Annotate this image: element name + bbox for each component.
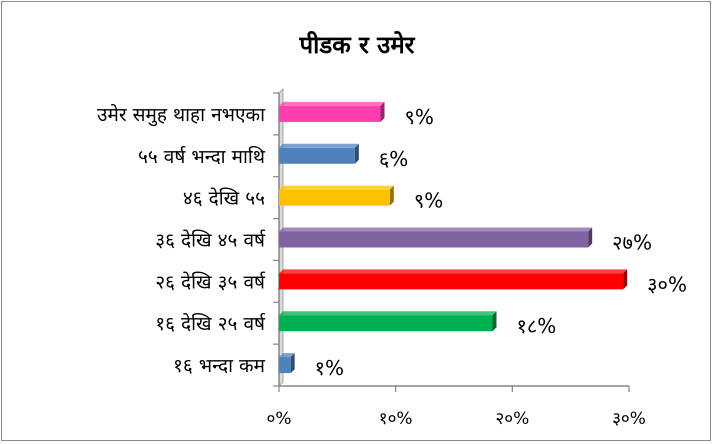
data-label: ९% [414,189,443,213]
chart-bars [279,101,628,374]
bar-top-face [279,185,394,190]
bar [279,105,381,122]
bar-side-face [290,353,295,374]
chart-labels: ०% १०% २०% ३०% उमेर समुह थाहा नभएका ९% ५५ वर्ष… [97,103,687,429]
x-tick-label: १०% [379,409,413,429]
data-label: १८% [517,314,557,338]
data-label: १% [315,356,344,380]
bar-side-face [389,185,394,206]
category-label: ३६ देखि ४५ वर्ष [155,229,266,252]
bar-top-face [279,227,593,232]
bar [279,315,493,332]
bar-top-face [279,143,359,148]
category-label: ५५ वर्ष भन्दा माथि [138,145,266,168]
bar [279,147,355,164]
category-label: १६ भन्दा कम [173,355,266,377]
bar-side-face [380,101,385,122]
bar [279,189,390,206]
data-label: ६% [379,147,408,171]
x-tick-label: २०% [495,409,529,429]
bar [279,273,624,290]
category-label: ४६ देखि ५५ [183,187,265,210]
bar-top-face [279,101,385,106]
bar-group [279,143,359,164]
bar-group [279,101,385,122]
x-tick-label: ०% [267,409,292,429]
data-label: २७% [612,231,652,255]
bar-side-face [588,227,593,248]
bar [279,231,589,248]
bar-group [279,311,497,332]
bar-group [279,353,295,374]
bar-group [279,185,394,206]
category-label: उमेर समुह थाहा नभएका [97,103,266,127]
bar-top-face [279,269,628,274]
bar-side-face [492,311,497,332]
bar-side-face [623,269,628,290]
data-label: ९% [405,105,434,129]
bar-top-face [279,353,295,358]
x-tick-label: ३०% [612,409,646,429]
category-label: २६ देखि ३५ वर्ष [155,270,266,293]
category-label: १६ देखि २५ वर्ष [155,312,266,335]
data-label: ३०% [647,272,687,296]
bar-group [279,227,593,248]
bar-top-face [279,311,497,316]
chart-title: पीडक र उमेर [299,31,415,59]
bar-group [279,269,628,290]
bar [279,357,291,374]
bar-side-face [354,143,359,164]
